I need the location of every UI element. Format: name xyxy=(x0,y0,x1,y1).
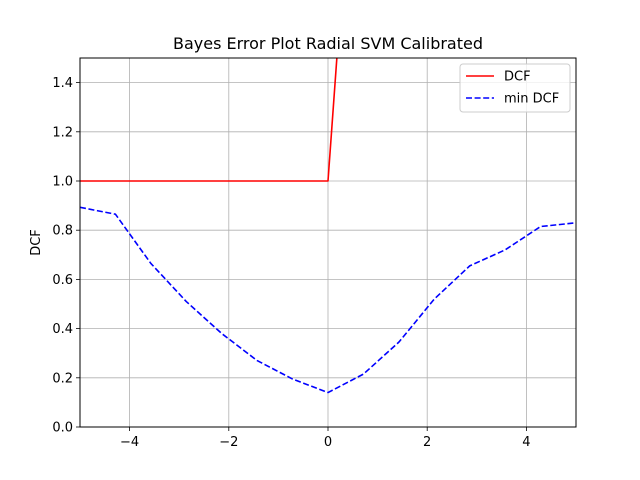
y-tick-label: 0.0 xyxy=(52,421,73,436)
y-tick-label: 0.2 xyxy=(52,371,73,386)
y-tick-label: 0.8 xyxy=(52,224,73,239)
y-tick-label: 0.4 xyxy=(52,322,73,337)
legend-entry: DCF xyxy=(504,70,531,85)
x-tick-label: −2 xyxy=(219,435,238,450)
chart-title: Bayes Error Plot Radial SVM Calibrated xyxy=(173,34,483,53)
series-line-dcf xyxy=(80,58,338,182)
x-axis-ticks: −4 −2 0 2 4 xyxy=(120,427,531,450)
y-tick-label: 0.6 xyxy=(52,273,73,288)
legend: DCF min DCF xyxy=(459,63,571,113)
series-line-min-dcf xyxy=(80,206,576,394)
x-tick-label: −4 xyxy=(120,435,139,450)
series-layer xyxy=(80,58,576,394)
y-tick-label: 1.0 xyxy=(52,175,73,190)
y-axis-ticks: 0.0 0.2 0.4 0.6 0.8 1.0 1.2 1.4 xyxy=(52,76,80,436)
legend-entry: min DCF xyxy=(504,92,559,107)
x-tick-label: 2 xyxy=(423,435,431,450)
y-tick-label: 1.2 xyxy=(52,125,73,140)
y-axis-label: DCF xyxy=(29,229,44,256)
x-tick-label: 4 xyxy=(522,435,530,450)
y-tick-label: 1.4 xyxy=(52,76,73,91)
x-tick-label: 0 xyxy=(324,435,332,450)
